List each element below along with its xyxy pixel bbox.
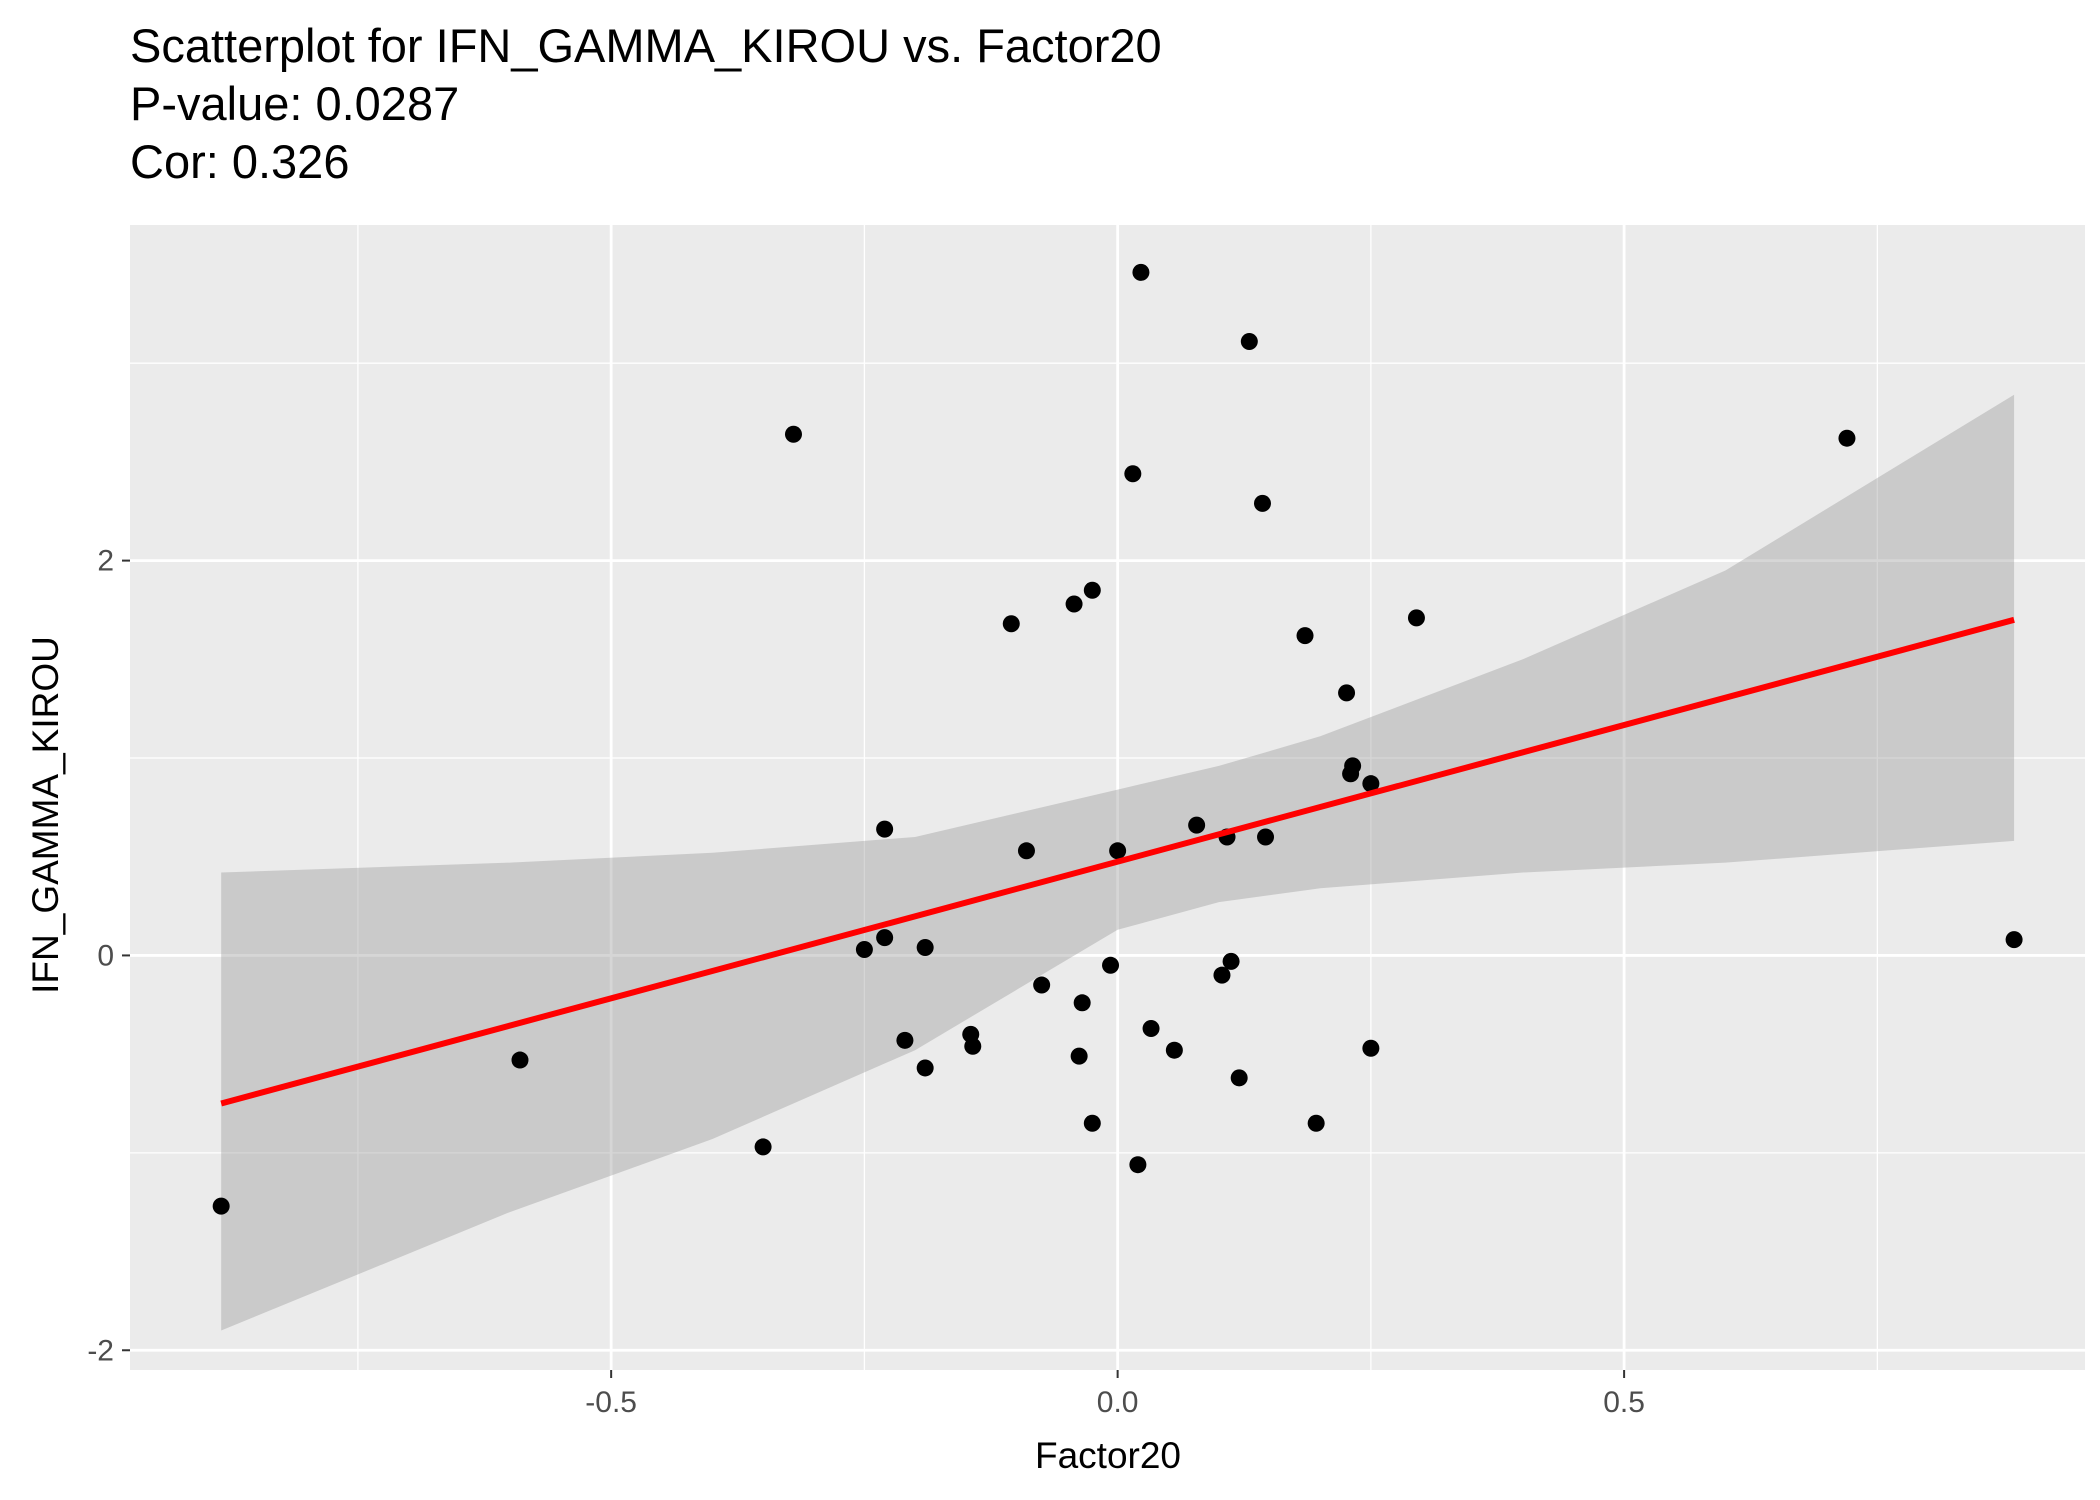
data-point xyxy=(1129,1156,1147,1174)
data-point xyxy=(1213,966,1231,984)
data-point xyxy=(1344,757,1362,775)
data-point xyxy=(212,1197,230,1215)
data-point xyxy=(1070,1047,1088,1065)
x-axis-title: Factor20 xyxy=(1035,1435,1181,1476)
data-point xyxy=(964,1037,982,1055)
y-tick-label: -2 xyxy=(87,1334,114,1367)
data-point xyxy=(1017,842,1035,860)
chart-title: Scatterplot for IFN_GAMMA_KIROU vs. Fact… xyxy=(130,19,1162,72)
plot-panel xyxy=(130,225,2085,1370)
data-point xyxy=(1102,956,1120,974)
data-point xyxy=(876,929,894,947)
data-point xyxy=(754,1138,772,1156)
data-point xyxy=(1083,1114,1101,1132)
data-point xyxy=(896,1031,914,1049)
data-point xyxy=(1307,1114,1325,1132)
y-axis-title: IFN_GAMMA_KIROU xyxy=(25,636,66,994)
data-point xyxy=(1257,828,1275,846)
data-point xyxy=(1296,627,1314,645)
data-point xyxy=(1132,263,1150,281)
data-point xyxy=(1165,1041,1183,1059)
data-point xyxy=(1109,842,1127,860)
chart-subtitle-pvalue: P-value: 0.0287 xyxy=(130,77,459,130)
x-tick-label: 0.0 xyxy=(1097,1386,1139,1419)
data-point xyxy=(1124,465,1142,483)
data-point xyxy=(1362,775,1380,793)
data-point xyxy=(916,939,934,957)
data-point xyxy=(855,941,873,959)
tick-labels: -0.5 0.0 0.5 -2 0 2 xyxy=(87,545,1645,1419)
data-point xyxy=(784,425,802,443)
x-tick-label: 0.5 xyxy=(1603,1386,1645,1419)
data-point xyxy=(1002,615,1020,633)
y-tick-label: 2 xyxy=(97,545,114,578)
data-point xyxy=(1338,684,1356,702)
chart-subtitle-cor: Cor: 0.326 xyxy=(130,135,349,188)
data-point xyxy=(1033,976,1051,994)
data-point xyxy=(1073,994,1091,1012)
data-point xyxy=(2005,931,2023,949)
data-point xyxy=(1222,952,1240,970)
major-gridlines xyxy=(130,225,2085,1370)
data-point xyxy=(1362,1039,1380,1057)
data-point xyxy=(511,1051,529,1069)
axis-ticks xyxy=(122,559,1626,1378)
minor-gridlines xyxy=(130,225,2085,1370)
data-point xyxy=(1240,332,1258,350)
data-point xyxy=(1838,429,1856,447)
data-point xyxy=(1188,816,1206,834)
data-point xyxy=(1083,581,1101,599)
data-point xyxy=(1253,494,1271,512)
data-point xyxy=(1065,595,1083,613)
data-point xyxy=(876,820,894,838)
data-points xyxy=(212,263,2023,1215)
data-point xyxy=(1407,609,1425,627)
x-tick-label: -0.5 xyxy=(585,1386,637,1419)
data-point xyxy=(1142,1019,1160,1037)
data-point xyxy=(1230,1069,1248,1087)
y-tick-label: 0 xyxy=(97,939,114,972)
data-point xyxy=(916,1059,934,1077)
regression-line xyxy=(220,616,2015,1107)
